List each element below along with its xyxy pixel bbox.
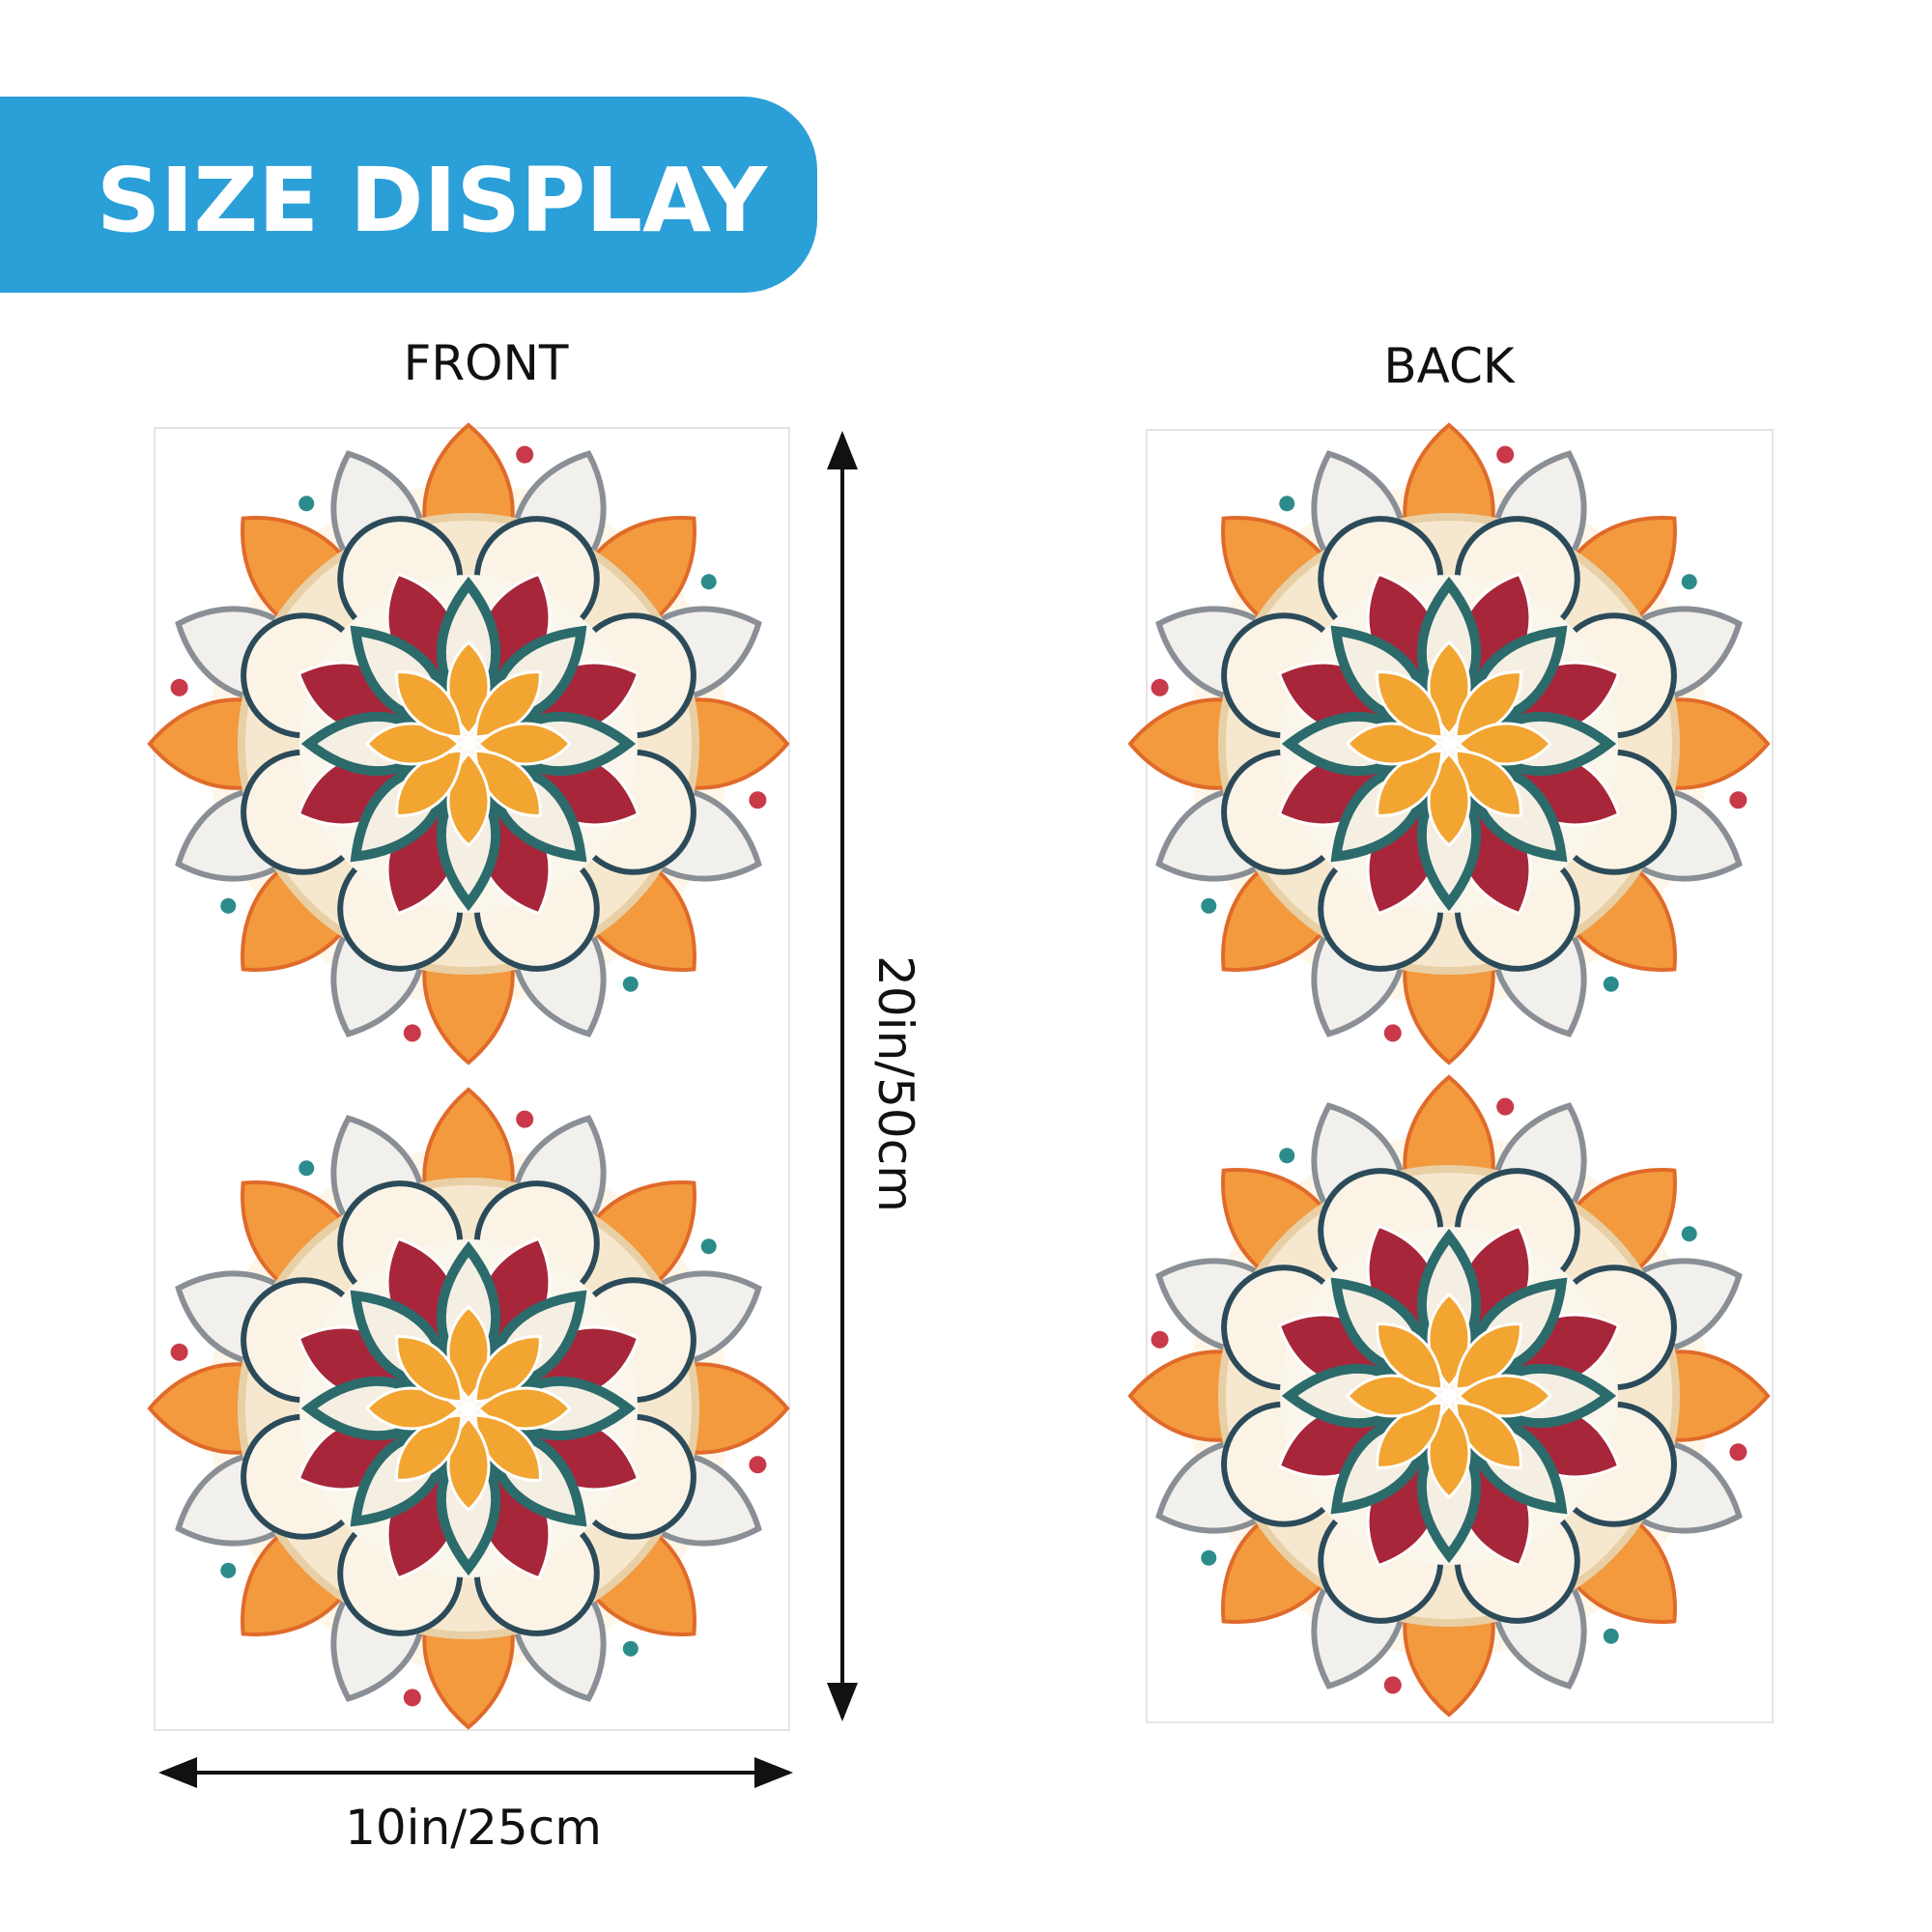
title: SIZE DISPLAY — [97, 149, 768, 252]
back-label: BACK — [1383, 338, 1516, 394]
height-label: 20in/50cm — [867, 955, 923, 1212]
title-banner — [0, 97, 817, 293]
width-label: 10in/25cm — [345, 1800, 602, 1856]
mandala — [1130, 1077, 1768, 1715]
mandala — [150, 1090, 787, 1727]
mandala — [1130, 425, 1768, 1063]
front-label: FRONT — [404, 335, 569, 391]
mandala — [150, 425, 787, 1063]
